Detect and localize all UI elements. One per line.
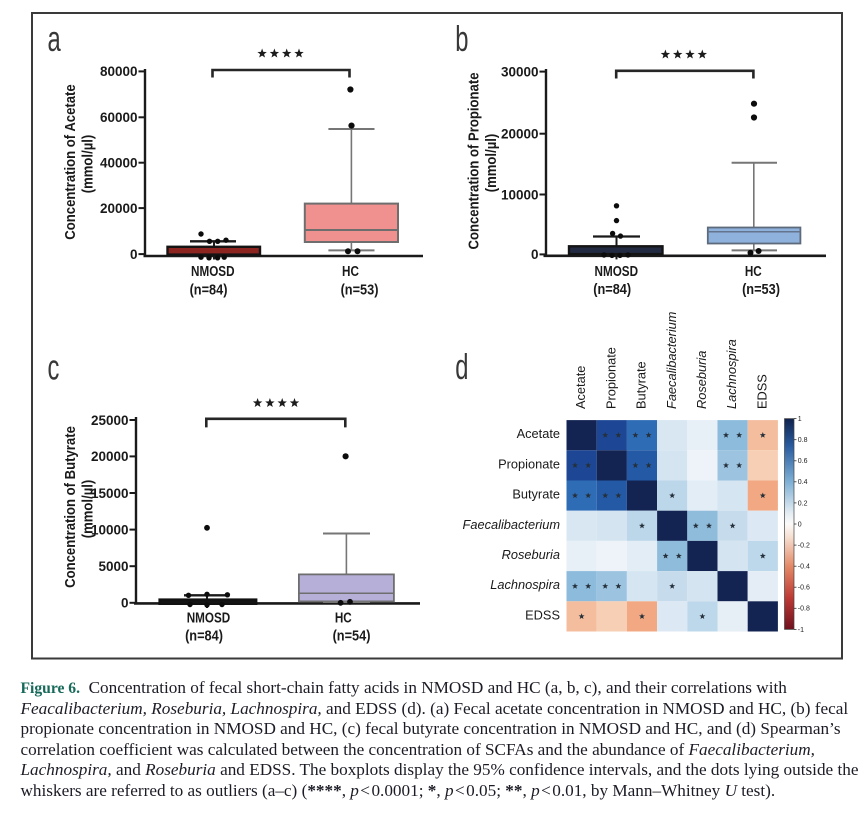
svg-text:EDSS: EDSS <box>525 607 560 622</box>
svg-text:0: 0 <box>130 247 138 262</box>
svg-text:NMOSD: NMOSD <box>595 263 639 280</box>
svg-text:-0.8: -0.8 <box>798 606 810 613</box>
svg-text:30000: 30000 <box>501 64 539 79</box>
svg-text:-0.6: -0.6 <box>798 585 810 592</box>
svg-text:Faecalibacterium: Faecalibacterium <box>463 517 561 532</box>
svg-text:(n=84): (n=84) <box>190 280 228 297</box>
svg-text:Propionate: Propionate <box>603 347 618 409</box>
svg-text:HC: HC <box>745 263 762 280</box>
svg-text:Concentration of Propionate: Concentration of Propionate <box>465 72 482 249</box>
svg-text:0.8: 0.8 <box>798 437 808 444</box>
svg-text:0: 0 <box>121 596 129 611</box>
svg-text:0.2: 0.2 <box>798 500 808 507</box>
svg-text:5000: 5000 <box>98 559 128 574</box>
svg-text:40000: 40000 <box>100 156 138 171</box>
svg-text:20000: 20000 <box>501 127 539 142</box>
svg-text:(n=54): (n=54) <box>333 626 371 643</box>
svg-text:Concentration of Acetate: Concentration of Acetate <box>61 84 78 240</box>
svg-text:(mmol/µl): (mmol/µl) <box>482 134 499 193</box>
svg-text:Faecalibacterium: Faecalibacterium <box>664 311 679 409</box>
svg-text:-0.2: -0.2 <box>798 543 810 550</box>
svg-text:20000: 20000 <box>100 201 138 216</box>
svg-text:HC: HC <box>342 263 359 280</box>
svg-text:EDSS: EDSS <box>754 374 769 409</box>
svg-text:Lachnospira: Lachnospira <box>490 577 560 592</box>
svg-text:Roseburia: Roseburia <box>502 547 560 562</box>
svg-text:60000: 60000 <box>100 110 138 125</box>
svg-text:Butyrate: Butyrate <box>512 487 560 502</box>
svg-text:d: d <box>455 347 468 387</box>
svg-text:NMOSD: NMOSD <box>187 609 231 626</box>
svg-text:a: a <box>48 19 61 59</box>
svg-text:80000: 80000 <box>100 64 138 79</box>
svg-text:0.4: 0.4 <box>798 479 808 486</box>
svg-text:(mmol/µl): (mmol/µl) <box>79 480 96 539</box>
svg-text:0: 0 <box>798 521 802 528</box>
svg-text:10000: 10000 <box>501 187 539 202</box>
svg-text:Acetate: Acetate <box>573 366 588 409</box>
svg-text:(n=53): (n=53) <box>341 280 379 297</box>
svg-text:Roseburia: Roseburia <box>694 351 709 409</box>
svg-text:0: 0 <box>531 247 539 262</box>
svg-text:1: 1 <box>798 416 802 423</box>
svg-text:NMOSD: NMOSD <box>191 263 235 280</box>
svg-text:b: b <box>455 19 468 59</box>
svg-text:(n=53): (n=53) <box>742 280 780 297</box>
svg-text:25000: 25000 <box>91 413 129 428</box>
svg-text:(mmol/µl): (mmol/µl) <box>79 135 96 194</box>
svg-text:Propionate: Propionate <box>498 456 560 471</box>
svg-text:-0.4: -0.4 <box>798 564 810 571</box>
svg-text:-1: -1 <box>798 627 804 634</box>
svg-text:15000: 15000 <box>91 486 129 501</box>
svg-text:HC: HC <box>335 609 352 626</box>
svg-text:(n=84): (n=84) <box>593 280 631 297</box>
svg-text:c: c <box>48 348 60 388</box>
svg-text:10000: 10000 <box>91 522 129 537</box>
svg-text:20000: 20000 <box>91 449 129 464</box>
svg-text:Acetate: Acetate <box>517 426 560 441</box>
svg-text:Butyrate: Butyrate <box>634 361 649 409</box>
svg-text:0.6: 0.6 <box>798 458 808 465</box>
svg-text:Concentration of Butyrate: Concentration of Butyrate <box>61 426 78 588</box>
svg-text:(n=84): (n=84) <box>185 626 223 643</box>
svg-text:Lachnospira: Lachnospira <box>724 339 739 409</box>
